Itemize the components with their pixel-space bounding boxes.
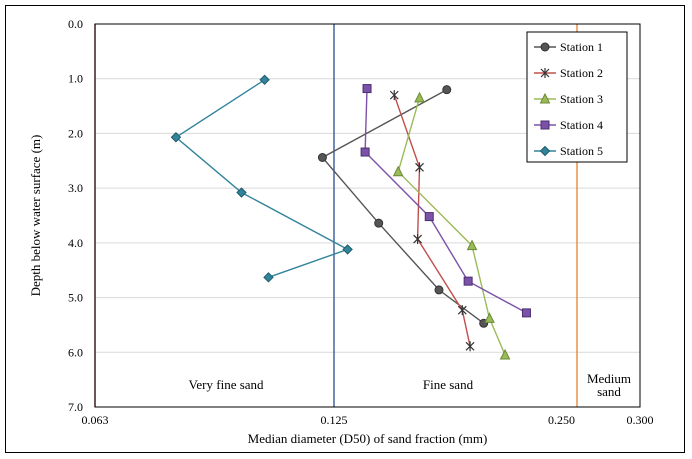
legend-label: Station 2 bbox=[560, 66, 603, 80]
data-point bbox=[499, 348, 511, 360]
series-station-1 bbox=[317, 85, 489, 328]
reference-lines bbox=[94, 24, 578, 407]
y-tick-label: 7.0 bbox=[68, 400, 83, 414]
data-point bbox=[389, 90, 399, 101]
data-point bbox=[263, 272, 274, 283]
y-tick-label: 4.0 bbox=[68, 236, 83, 250]
data-point bbox=[539, 145, 551, 157]
y-tick-label: 6.0 bbox=[68, 345, 83, 359]
y-tick-label: 2.0 bbox=[68, 126, 83, 140]
data-point bbox=[434, 285, 444, 295]
data-point bbox=[414, 91, 425, 103]
x-tick-labels: 0.063 0.125 0.250 0.300 bbox=[82, 413, 654, 427]
data-point bbox=[424, 212, 434, 222]
data-point bbox=[413, 234, 423, 245]
data-point bbox=[442, 85, 452, 95]
x-tick-label: 0.063 bbox=[82, 413, 109, 427]
zone-label: Fine sand bbox=[423, 377, 474, 392]
legend-label: Station 5 bbox=[560, 144, 603, 158]
data-point bbox=[236, 187, 247, 198]
data-point bbox=[466, 239, 478, 251]
series-group bbox=[170, 74, 531, 360]
data-point bbox=[540, 42, 550, 52]
legend-label: Station 4 bbox=[560, 118, 603, 132]
data-point bbox=[360, 147, 370, 157]
data-point bbox=[539, 92, 551, 104]
series-line bbox=[364, 88, 527, 314]
y-tick-label: 0.0 bbox=[68, 17, 83, 31]
y-tick-label: 3.0 bbox=[68, 181, 83, 195]
data-point bbox=[540, 68, 550, 78]
data-point bbox=[259, 74, 270, 86]
zone-label-line: sand bbox=[597, 384, 621, 399]
data-point bbox=[170, 132, 182, 143]
y-tick-labels: 0.0 1.0 2.0 3.0 4.0 5.0 6.0 7.0 bbox=[68, 17, 83, 414]
x-tick-label: 0.250 bbox=[548, 413, 575, 427]
x-tick-label: 0.300 bbox=[627, 413, 654, 427]
series-station-4 bbox=[360, 84, 531, 318]
series-station-2 bbox=[389, 90, 475, 352]
series-station-3 bbox=[392, 91, 511, 360]
data-point bbox=[484, 312, 495, 323]
zone-label: Medium sand bbox=[587, 371, 631, 399]
data-point bbox=[521, 308, 531, 318]
data-point bbox=[540, 120, 550, 130]
data-point bbox=[392, 165, 404, 177]
zone-label: Very fine sand bbox=[188, 377, 264, 392]
y-tick-label: 1.0 bbox=[68, 72, 83, 86]
legend: Station 1 Station 2 Station 3 Station 4 Stat… bbox=[526, 31, 628, 163]
data-point bbox=[317, 153, 327, 163]
plot-area bbox=[94, 23, 641, 408]
data-point bbox=[415, 162, 424, 173]
zone-label-line: Medium bbox=[587, 371, 631, 386]
data-point bbox=[362, 84, 372, 94]
x-axis-label: Median diameter (D50) of sand fraction (… bbox=[248, 431, 488, 446]
data-point bbox=[465, 341, 475, 352]
data-point bbox=[457, 305, 467, 316]
data-point bbox=[374, 218, 384, 228]
legend-label: Station 1 bbox=[560, 40, 603, 54]
chart-frame bbox=[5, 5, 685, 453]
y-tick-label: 5.0 bbox=[68, 291, 83, 305]
series-line bbox=[174, 79, 350, 278]
zone-labels: Very fine sand Fine sand Medium sand bbox=[188, 371, 631, 399]
y-axis-label: Depth below water surface (m) bbox=[28, 135, 43, 297]
series-line bbox=[321, 89, 485, 324]
data-point bbox=[342, 244, 353, 255]
legend-label: Station 3 bbox=[560, 92, 603, 106]
x-tick-label: 0.125 bbox=[321, 413, 348, 427]
series-station-5 bbox=[170, 74, 353, 283]
data-point bbox=[463, 276, 473, 286]
